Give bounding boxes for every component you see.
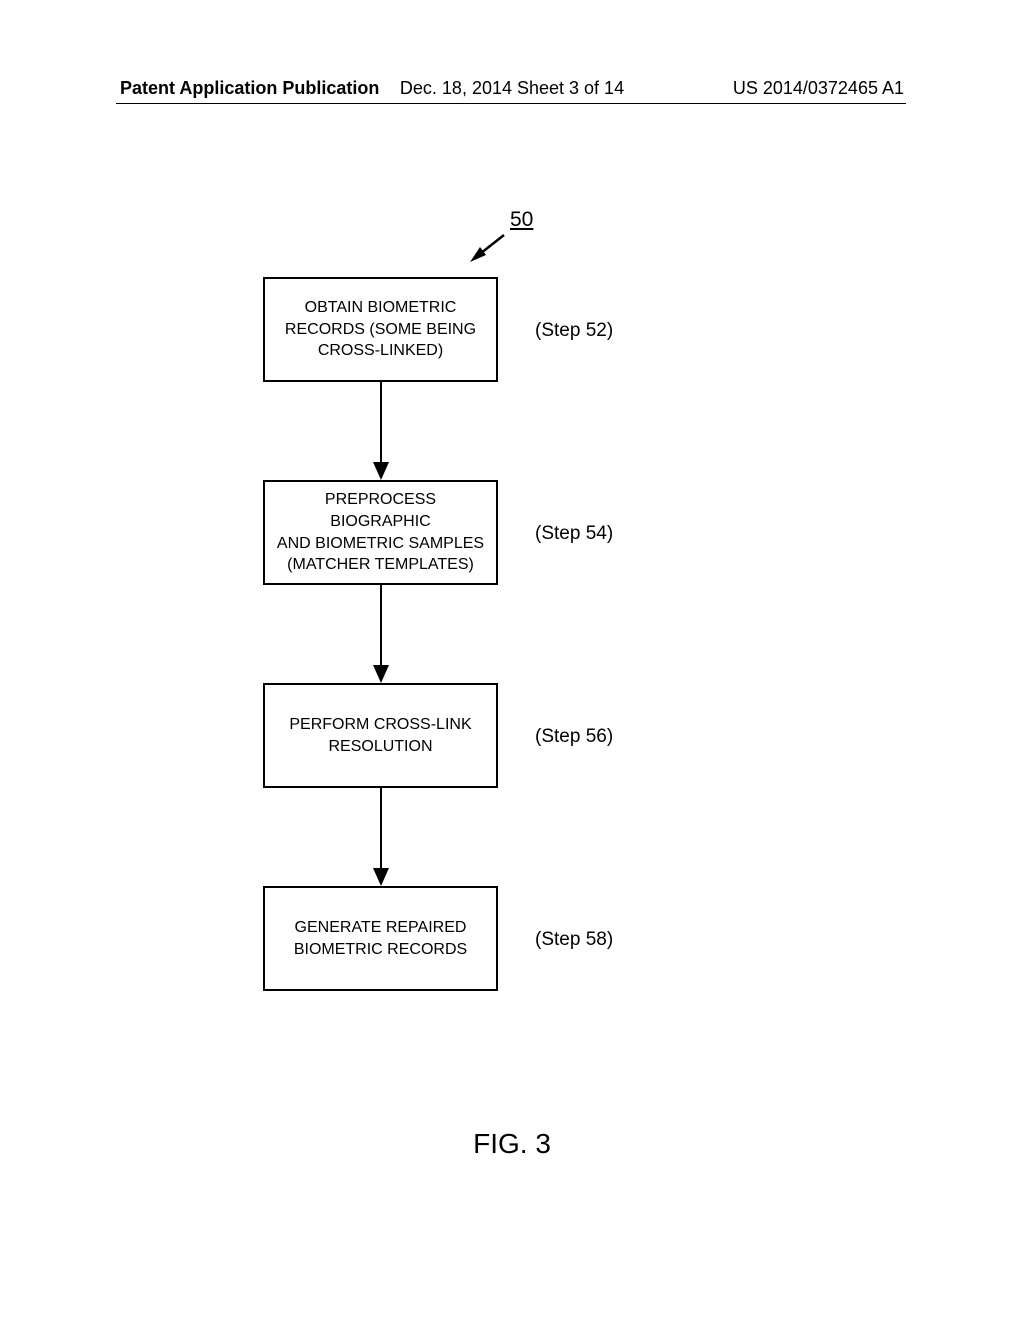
page-header: Patent Application Publication Dec. 18, … — [0, 78, 1024, 99]
header-divider — [116, 103, 906, 104]
header-patent-number: US 2014/0372465 A1 — [733, 78, 904, 99]
flowchart-step-box: OBTAIN BIOMETRICRECORDS (SOME BEINGCROSS… — [263, 277, 498, 382]
figure-label: FIG. 3 — [473, 1128, 551, 1160]
flowchart-step-box: PERFORM CROSS-LINKRESOLUTION — [263, 683, 498, 788]
flowchart-step-label: (Step 58) — [535, 929, 613, 951]
header-date-sheet: Dec. 18, 2014 Sheet 3 of 14 — [400, 78, 624, 99]
flowchart-arrow-line — [380, 585, 382, 665]
flowchart-arrow-head-icon — [373, 868, 389, 886]
flowchart-step-text: GENERATE REPAIREDBIOMETRIC RECORDS — [294, 917, 467, 960]
header-publication-label: Patent Application Publication — [120, 78, 379, 99]
reference-arrow-icon — [466, 225, 516, 275]
flowchart-step-text: OBTAIN BIOMETRICRECORDS (SOME BEINGCROSS… — [285, 297, 476, 362]
flowchart-step-label: (Step 56) — [535, 726, 613, 748]
flowchart-step-text: PREPROCESS BIOGRAPHICAND BIOMETRIC SAMPL… — [273, 489, 488, 575]
flowchart-step-box: GENERATE REPAIREDBIOMETRIC RECORDS — [263, 886, 498, 991]
flowchart-step-label: (Step 52) — [535, 320, 613, 342]
flowchart-arrow-line — [380, 382, 382, 462]
flowchart-step-text: PERFORM CROSS-LINKRESOLUTION — [289, 714, 471, 757]
flowchart-arrow-head-icon — [373, 462, 389, 480]
flowchart-step-label: (Step 54) — [535, 523, 613, 545]
flowchart-step-box: PREPROCESS BIOGRAPHICAND BIOMETRIC SAMPL… — [263, 480, 498, 585]
flowchart-arrow-line — [380, 788, 382, 868]
flowchart-arrow-head-icon — [373, 665, 389, 683]
